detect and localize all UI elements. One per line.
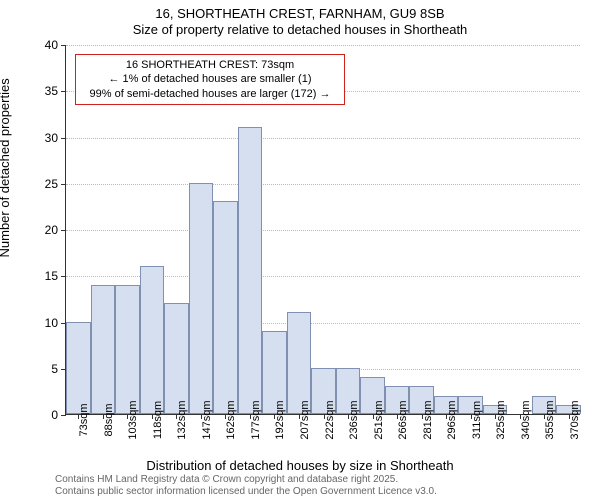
chart-container: 16, SHORTHEATH CREST, FARNHAM, GU9 8SB S… [0, 0, 600, 500]
y-tick-label: 25 [45, 177, 58, 191]
annotation-line: 99% of semi-detached houses are larger (… [82, 87, 338, 101]
x-tick-label: 207sqm [299, 400, 311, 439]
annotation-line: ← 1% of detached houses are smaller (1) [82, 72, 338, 86]
x-tick-label: 162sqm [225, 400, 237, 439]
x-tick-label: 355sqm [544, 400, 556, 439]
y-tick-label: 30 [45, 131, 58, 145]
annotation-box: 16 SHORTHEATH CREST: 73sqm ← 1% of detac… [75, 54, 345, 105]
y-tick-label: 20 [45, 223, 58, 237]
x-tick-label: 73sqm [78, 403, 90, 436]
annotation-line: 16 SHORTHEATH CREST: 73sqm [82, 58, 338, 72]
x-tick-label: 103sqm [127, 400, 139, 439]
x-tick-label: 88sqm [103, 403, 115, 436]
y-tick-label: 10 [45, 316, 58, 330]
gridline [66, 45, 580, 46]
x-tick-label: 266sqm [397, 400, 409, 439]
histogram-bar [189, 183, 214, 414]
x-tick-label: 118sqm [152, 401, 164, 439]
histogram-bar [115, 285, 140, 415]
gridline [66, 138, 580, 139]
x-tick-label: 281sqm [422, 400, 434, 439]
histogram-bar [164, 303, 189, 414]
chart-title-main: 16, SHORTHEATH CREST, FARNHAM, GU9 8SB [0, 6, 600, 21]
y-tick-label: 35 [45, 84, 58, 98]
y-tick-label: 40 [45, 38, 58, 52]
x-tick-label: 236sqm [348, 400, 360, 439]
y-tick-label: 15 [45, 269, 58, 283]
x-tick-label: 296sqm [446, 400, 458, 439]
x-tick-label: 340sqm [520, 400, 532, 439]
gridline [66, 184, 580, 185]
gridline [66, 230, 580, 231]
x-tick-label: 311sqm [471, 401, 483, 439]
x-tick-label: 147sqm [201, 400, 213, 439]
histogram-bar [66, 322, 91, 415]
histogram-bar [140, 266, 165, 414]
histogram-bar [213, 201, 238, 414]
x-axis-label: Distribution of detached houses by size … [0, 458, 600, 473]
y-axis-label: Number of detached properties [0, 78, 12, 257]
footer-line: Contains public sector information licen… [55, 486, 437, 498]
x-tick-label: 222sqm [324, 400, 336, 439]
histogram-bar [91, 285, 116, 415]
y-tick-label: 0 [51, 408, 58, 422]
chart-footer: Contains HM Land Registry data © Crown c… [55, 474, 437, 498]
footer-line: Contains HM Land Registry data © Crown c… [55, 474, 437, 486]
y-tick [61, 415, 66, 416]
x-tick-label: 192sqm [274, 400, 286, 439]
x-tick-label: 251sqm [373, 400, 385, 439]
histogram-bar [287, 312, 312, 414]
x-tick-label: 370sqm [569, 400, 581, 439]
x-tick-label: 177sqm [250, 400, 262, 439]
y-tick-label: 5 [51, 362, 58, 376]
histogram-bar [238, 127, 263, 414]
chart-title-sub: Size of property relative to detached ho… [0, 22, 600, 37]
x-tick-label: 325sqm [495, 400, 507, 439]
x-tick-label: 132sqm [176, 400, 188, 439]
